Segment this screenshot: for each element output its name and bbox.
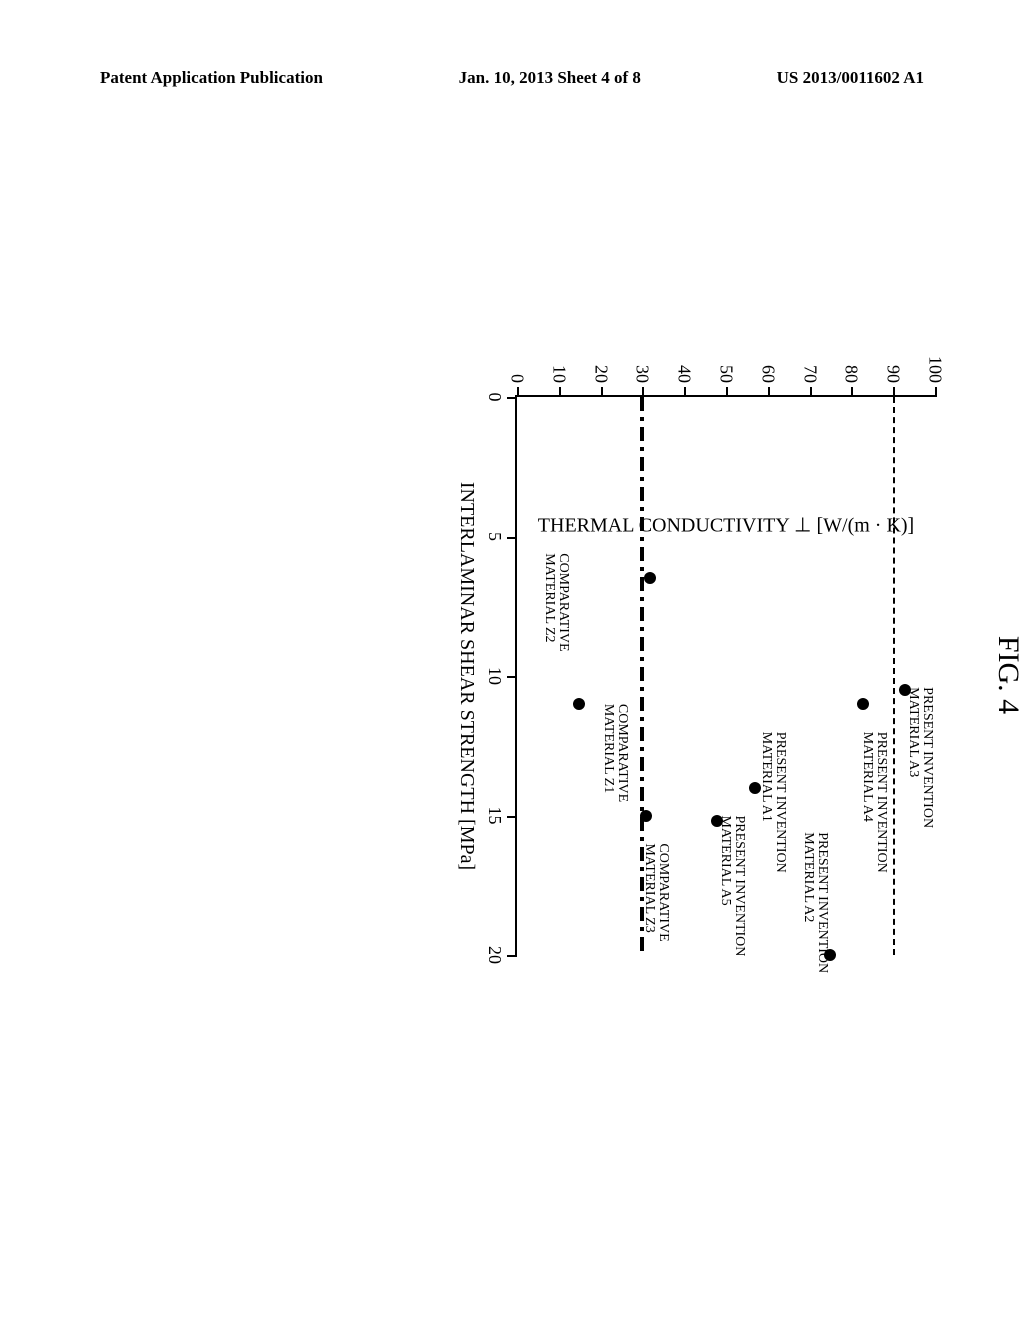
y-tick — [810, 387, 812, 397]
x-tick — [507, 537, 517, 539]
x-tick — [507, 397, 517, 399]
x-tick — [507, 676, 517, 678]
x-tick — [507, 955, 517, 957]
y-axis-label: THERMAL CONDUCTIVITY ⊥ [W/(m · K)] — [538, 513, 914, 538]
annot-text: PRESENT INVENTION MATERIAL A3 — [906, 687, 935, 828]
y-tick — [517, 387, 519, 397]
y-tick — [642, 387, 644, 397]
annot-text: PRESENT INVENTION MATERIAL A2 — [801, 832, 830, 973]
y-tick-label: 30 — [632, 365, 653, 383]
annot-text: PRESENT INVENTION MATERIAL A4 — [860, 732, 889, 873]
x-tick-label: 0 — [484, 393, 505, 402]
annotation-z1: COMPARATIVE MATERIAL Z1 — [601, 704, 629, 802]
y-tick-label: 10 — [548, 365, 569, 383]
x-tick-label: 20 — [484, 946, 505, 964]
y-tick-label: 50 — [716, 365, 737, 383]
y-tick — [684, 387, 686, 397]
data-point-z1 — [640, 810, 652, 822]
annot-text: COMPARATIVE MATERIAL Z2 — [542, 553, 571, 651]
y-tick — [726, 387, 728, 397]
figure-label: FIG. 4 — [991, 636, 1024, 714]
y-tick — [893, 387, 895, 397]
y-tick — [601, 387, 603, 397]
data-point-z3 — [573, 698, 585, 710]
header-center: Jan. 10, 2013 Sheet 4 of 8 — [459, 68, 641, 88]
annot-text: COMPARATIVE MATERIAL Z1 — [601, 704, 630, 802]
annotation-a2: PRESENT INVENTION MATERIAL A2 — [801, 832, 829, 973]
y-tick — [768, 387, 770, 397]
header-right: US 2013/0011602 A1 — [777, 68, 924, 88]
y-tick-label: 80 — [841, 365, 862, 383]
x-axis-label: INTERLAMINAR SHEAR STRENGTH [MPa] — [455, 482, 478, 870]
y-tick-label: 60 — [757, 365, 778, 383]
y-tick-label: 70 — [799, 365, 820, 383]
y-tick-label: 20 — [590, 365, 611, 383]
data-point-z2 — [644, 572, 656, 584]
y-tick — [851, 387, 853, 397]
annotation-a3: PRESENT INVENTION MATERIAL A3 — [906, 687, 934, 828]
annotation-z2: COMPARATIVE MATERIAL Z2 — [542, 553, 570, 651]
figure-container: FIG. 4 THERMAL CONDUCTIVITY ⊥ [W/(m · K)… — [35, 315, 985, 1035]
y-tick-label: 0 — [507, 374, 528, 383]
annotation-z3: COMPARATIVE MATERIAL Z3 — [642, 843, 670, 941]
y-tick-label: 40 — [674, 365, 695, 383]
page-header: Patent Application Publication Jan. 10, … — [0, 68, 1024, 88]
x-tick-label: 10 — [484, 667, 505, 685]
dashed-line-top — [893, 397, 895, 955]
annot-text: PRESENT INVENTION MATERIAL A1 — [759, 732, 788, 873]
y-tick — [935, 387, 937, 397]
annot-text: PRESENT INVENTION MATERIAL A5 — [718, 816, 747, 957]
annotation-a5: PRESENT INVENTION MATERIAL A5 — [718, 816, 746, 957]
data-point-a4 — [857, 698, 869, 710]
annotation-a4: PRESENT INVENTION MATERIAL A4 — [860, 732, 888, 873]
x-tick-label: 15 — [484, 807, 505, 825]
annotation-a1: PRESENT INVENTION MATERIAL A1 — [759, 732, 787, 873]
annot-text: COMPARATIVE MATERIAL Z3 — [642, 843, 671, 941]
y-tick-label: 90 — [883, 365, 904, 383]
scatter-chart: THERMAL CONDUCTIVITY ⊥ [W/(m · K)] INTER… — [515, 395, 935, 955]
header-left: Patent Application Publication — [100, 68, 323, 88]
y-tick — [559, 387, 561, 397]
y-tick-label: 100 — [925, 356, 946, 383]
x-tick-label: 5 — [484, 532, 505, 541]
x-tick — [507, 816, 517, 818]
